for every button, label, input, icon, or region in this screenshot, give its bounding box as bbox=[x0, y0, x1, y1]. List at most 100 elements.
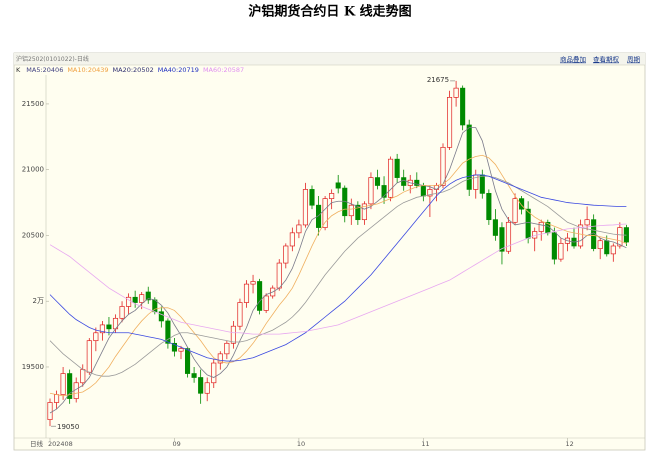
header-bar bbox=[14, 53, 645, 65]
candle-body bbox=[414, 179, 420, 186]
options-link[interactable]: 查看期权 bbox=[593, 55, 620, 64]
candle-body bbox=[106, 324, 112, 330]
candle-body bbox=[257, 281, 263, 311]
legend-entry: MA10:20439 bbox=[67, 66, 108, 74]
candle-body bbox=[440, 146, 446, 186]
candle-body bbox=[132, 296, 138, 303]
ma-line bbox=[49, 127, 627, 414]
legend-entry: MA60:20587 bbox=[203, 66, 244, 74]
candle-body bbox=[165, 320, 171, 344]
candle-body bbox=[204, 382, 210, 394]
candle-body bbox=[67, 373, 73, 399]
min-annotation: 19050 bbox=[57, 423, 79, 431]
candle-body bbox=[250, 281, 256, 285]
candle-body bbox=[381, 185, 387, 198]
candle-body bbox=[329, 193, 335, 199]
candle-body bbox=[178, 348, 184, 352]
candle-body bbox=[86, 340, 92, 373]
chart-title: 沪铝期货合约日 K 线走势图 bbox=[248, 4, 411, 20]
ma-line bbox=[49, 223, 627, 335]
x-tick-label: 12 bbox=[565, 440, 573, 448]
candle-body bbox=[158, 311, 164, 322]
candle-body bbox=[519, 198, 525, 210]
candle-body bbox=[145, 291, 151, 301]
candle-body bbox=[302, 189, 309, 226]
candle-body bbox=[119, 306, 125, 319]
candle-body bbox=[610, 245, 616, 255]
y-tick-label: 21500 bbox=[22, 100, 44, 108]
x-tick-label: 11 bbox=[421, 440, 429, 448]
candle-body bbox=[191, 373, 197, 378]
candle-body bbox=[224, 342, 230, 355]
period-label: 日线 bbox=[30, 439, 44, 448]
ma-line bbox=[49, 175, 627, 377]
candle-body bbox=[505, 221, 512, 252]
candle-body bbox=[401, 177, 407, 186]
candle-body bbox=[198, 377, 204, 394]
candle-body bbox=[368, 177, 374, 205]
legend-prefix: K bbox=[16, 66, 21, 74]
max-annotation: 21675 bbox=[427, 76, 449, 84]
candle-body bbox=[604, 240, 610, 255]
candle-body bbox=[584, 219, 590, 226]
candle-body bbox=[60, 373, 66, 395]
contract-label: 沪铝2502(0101022)-日线 bbox=[16, 55, 89, 63]
ma-line bbox=[49, 154, 627, 397]
overlay-link[interactable]: 商品叠加 bbox=[560, 55, 586, 64]
candle-body bbox=[316, 204, 322, 228]
candle-body bbox=[617, 227, 623, 247]
candle-body bbox=[558, 242, 564, 260]
candle-body bbox=[355, 204, 361, 221]
candle-body bbox=[171, 342, 178, 352]
candle-body bbox=[348, 204, 354, 217]
candle-body bbox=[492, 219, 498, 236]
candle-body bbox=[230, 325, 236, 344]
chart-frame bbox=[13, 52, 646, 451]
candle-body bbox=[427, 189, 433, 197]
candle-body bbox=[243, 283, 250, 303]
candle-body bbox=[289, 232, 295, 247]
candle-body bbox=[283, 245, 289, 264]
candle-body bbox=[466, 124, 472, 190]
candle-body bbox=[374, 177, 381, 186]
candle-body bbox=[499, 227, 505, 252]
y-tick-label: 20500 bbox=[22, 231, 44, 239]
candle-body bbox=[420, 185, 426, 197]
candle-body bbox=[99, 324, 105, 334]
candle-body bbox=[322, 198, 328, 228]
x-tick-label: 09 bbox=[172, 440, 180, 448]
candle-body bbox=[93, 332, 99, 342]
candle-body bbox=[126, 296, 132, 307]
candle-body bbox=[309, 189, 315, 206]
candle-body bbox=[388, 158, 394, 198]
y-tick-label: 21000 bbox=[22, 166, 44, 174]
candle-body bbox=[47, 402, 53, 420]
candle-body bbox=[577, 224, 584, 247]
y-tick-label: 19500 bbox=[22, 363, 44, 371]
candle-body bbox=[551, 232, 557, 260]
legend-entry: MA5:20406 bbox=[26, 66, 63, 74]
candle-body bbox=[538, 221, 544, 232]
period-link[interactable]: 周期 bbox=[627, 56, 641, 64]
candle-body bbox=[237, 302, 243, 327]
candle-body bbox=[361, 203, 367, 221]
candle-body bbox=[53, 394, 60, 403]
candle-body bbox=[597, 240, 603, 249]
candle-body bbox=[512, 198, 518, 223]
candle-body bbox=[460, 87, 466, 126]
ma-line bbox=[49, 174, 627, 362]
candle-body bbox=[486, 193, 492, 221]
candle-body bbox=[263, 295, 269, 311]
candle-body bbox=[335, 182, 341, 189]
candle-body bbox=[479, 174, 485, 194]
candle-body bbox=[296, 224, 302, 234]
candle-body bbox=[447, 97, 453, 148]
legend-entry: MA40:20719 bbox=[158, 66, 199, 74]
candle-body bbox=[211, 362, 217, 384]
candle-body bbox=[217, 353, 223, 364]
x-tick-label: 10 bbox=[297, 440, 305, 448]
candle-body bbox=[139, 294, 145, 303]
candle-body bbox=[276, 262, 282, 289]
legend-entry: MA20:20502 bbox=[113, 66, 154, 74]
